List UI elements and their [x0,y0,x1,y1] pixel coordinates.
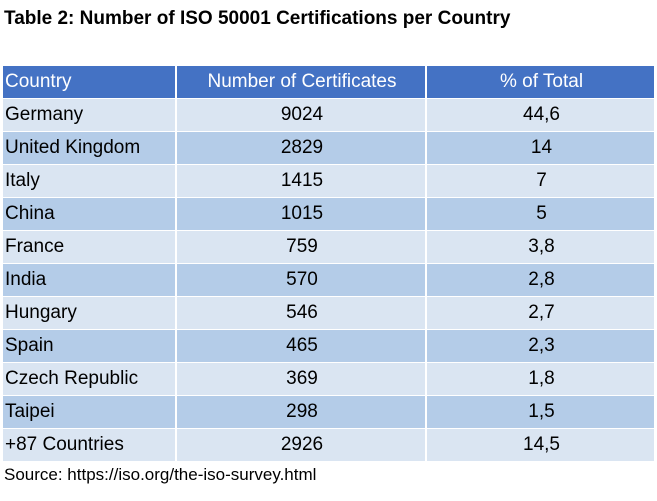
cell-certificates: 2926 [176,428,427,463]
cell-percent: 14 [426,131,654,166]
cell-percent: 14,5 [426,428,654,463]
cell-country: Taipei [3,395,177,430]
table-row: France 759 3,8 [3,230,654,265]
table-row: Spain 465 2,3 [3,329,654,364]
certifications-table: Country Number of Certificates % of Tota… [3,66,654,463]
table-row: +87 Countries 2926 14,5 [3,428,654,463]
cell-certificates: 2829 [176,131,427,166]
cell-country: China [3,197,177,232]
table-row: China 1015 5 [3,197,654,232]
table-header-row: Country Number of Certificates % of Tota… [3,66,654,100]
cell-country: Spain [3,329,177,364]
table-row: Germany 9024 44,6 [3,98,654,133]
table-row: Czech Republic 369 1,8 [3,362,654,397]
cell-percent: 7 [426,164,654,199]
table-row: Hungary 546 2,7 [3,296,654,331]
column-header-percent: % of Total [426,66,654,100]
source-note: Source: https://iso.org/the-iso-survey.h… [4,465,317,484]
cell-country: +87 Countries [3,428,177,463]
cell-country: Hungary [3,296,177,331]
cell-percent: 3,8 [426,230,654,265]
cell-certificates: 465 [176,329,427,364]
cell-country: Germany [3,98,177,133]
cell-country: United Kingdom [3,131,177,166]
table-row: Taipei 298 1,5 [3,395,654,430]
cell-certificates: 298 [176,395,427,430]
table-row: United Kingdom 2829 14 [3,131,654,166]
cell-country: Italy [3,164,177,199]
cell-percent: 1,8 [426,362,654,397]
cell-percent: 1,5 [426,395,654,430]
cell-certificates: 1015 [176,197,427,232]
cell-percent: 44,6 [426,98,654,133]
column-header-certificates: Number of Certificates [176,66,427,100]
cell-country: France [3,230,177,265]
cell-certificates: 1415 [176,164,427,199]
cell-certificates: 369 [176,362,427,397]
cell-percent: 2,3 [426,329,654,364]
cell-percent: 2,7 [426,296,654,331]
cell-country: Czech Republic [3,362,177,397]
cell-certificates: 759 [176,230,427,265]
cell-certificates: 546 [176,296,427,331]
table-row: India 570 2,8 [3,263,654,298]
cell-percent: 5 [426,197,654,232]
cell-certificates: 9024 [176,98,427,133]
table-title: Table 2: Number of ISO 50001 Certificati… [4,8,511,29]
column-header-country: Country [3,66,177,100]
cell-country: India [3,263,177,298]
cell-certificates: 570 [176,263,427,298]
table-row: Italy 1415 7 [3,164,654,199]
cell-percent: 2,8 [426,263,654,298]
